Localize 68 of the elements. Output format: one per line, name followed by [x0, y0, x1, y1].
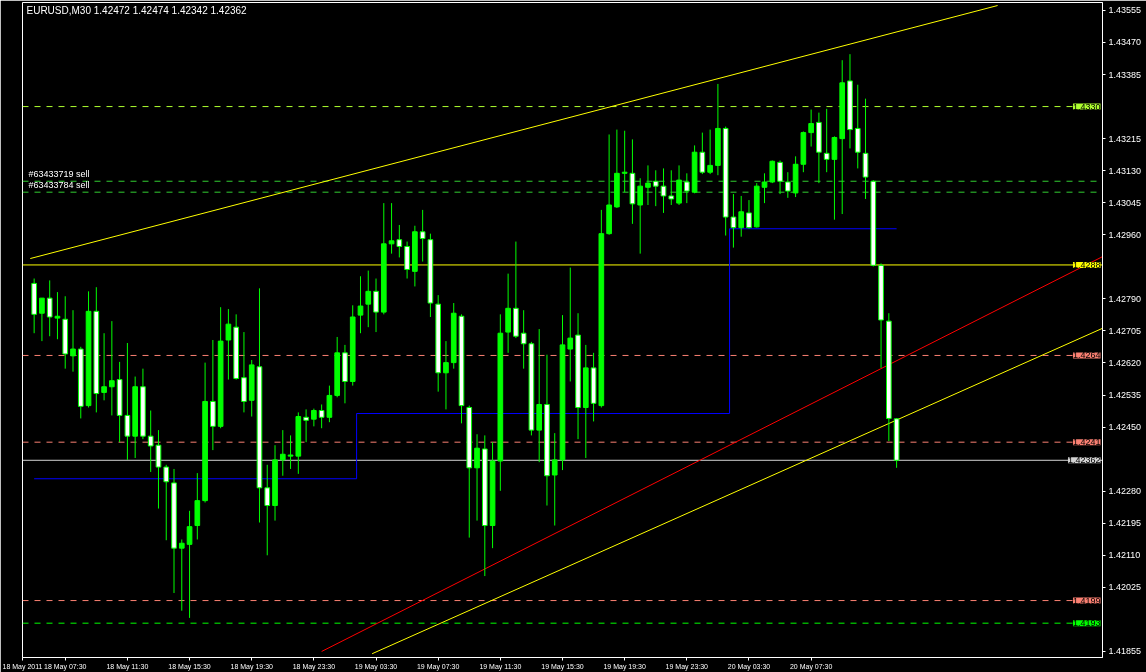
candlestick [652, 169, 659, 207]
ref-line-label: 1.4288 [1072, 259, 1101, 270]
candlestick [357, 275, 364, 334]
candlestick [70, 309, 76, 373]
candlestick [186, 510, 193, 619]
ref-line-label: 1.4264 [1072, 350, 1101, 361]
y-tick-label: 1.42280 [1108, 486, 1142, 497]
y-tick-label: 1.41855 [1108, 646, 1142, 657]
y-tick-label: 1.42960 [1108, 229, 1142, 240]
candlestick [808, 109, 814, 148]
ref-line-label: 1.42362 [1067, 455, 1101, 466]
y-tick-label: 1.42535 [1108, 390, 1142, 401]
chart-title: EURUSD,M30 1.42472 1.42474 1.42342 1.42362 [26, 4, 248, 16]
candlestick [746, 199, 752, 230]
candlestick [443, 340, 449, 410]
candlestick [39, 297, 45, 342]
candlestick [365, 270, 372, 328]
candlestick [520, 309, 527, 370]
candlestick [777, 160, 783, 195]
y-tick-label: 1.43555 [1108, 5, 1142, 16]
candlestick [505, 273, 511, 354]
candlestick [668, 169, 675, 206]
candlestick [676, 164, 682, 206]
y-tick-label: 1.42705 [1108, 325, 1142, 336]
ref-line-label: #63433719 sell [28, 169, 90, 180]
candlestick [241, 331, 247, 413]
y-tick-label: 1.42450 [1108, 422, 1142, 433]
y-tick-label: 1.43215 [1108, 133, 1142, 144]
y-tick-label: 1.43130 [1108, 165, 1142, 176]
ref-line-label: 1.4199 [1072, 595, 1101, 606]
y-tick-label: 1.42025 [1108, 582, 1142, 593]
candlestick [101, 332, 107, 401]
candlestick [567, 267, 574, 382]
candlestick [279, 429, 286, 477]
candlestick [761, 172, 768, 204]
candlestick [474, 433, 480, 522]
candlestick [645, 164, 651, 206]
candlestick [373, 278, 379, 333]
candlestick [660, 167, 667, 214]
candlestick [109, 320, 115, 416]
y-tick-label: 1.42110 [1108, 550, 1141, 561]
candlestick [178, 538, 185, 612]
candlestick [303, 408, 309, 443]
ref-line-label: #63433784 sell [28, 180, 90, 191]
y-tick-label: 1.43045 [1108, 197, 1142, 208]
y-tick-label: 1.43470 [1108, 37, 1142, 48]
y-tick-label: 1.43385 [1108, 69, 1142, 80]
y-tick-label: 1.42620 [1108, 358, 1142, 368]
candlestick [419, 209, 426, 263]
y-tick-label: 1.42195 [1108, 518, 1142, 529]
candlestick [551, 432, 558, 527]
candlestick [225, 308, 232, 381]
candlestick [404, 241, 410, 280]
candlestick [621, 130, 628, 193]
candlestick [637, 177, 644, 255]
candlestick [730, 193, 737, 249]
ref-line-label: 1.4330 [1072, 101, 1101, 112]
y-tick-label: 1.42790 [1108, 293, 1142, 304]
candlestick [264, 464, 271, 556]
candlestick [683, 172, 690, 204]
candlestick [738, 195, 745, 238]
candlestick [707, 129, 713, 175]
candlestick [854, 84, 861, 169]
ref-line-label: 1.4241 [1072, 437, 1101, 448]
candlestick [862, 98, 869, 200]
candlestick [163, 464, 170, 541]
candlestick [784, 171, 791, 199]
ref-line-label: 1.4193 [1072, 618, 1101, 629]
